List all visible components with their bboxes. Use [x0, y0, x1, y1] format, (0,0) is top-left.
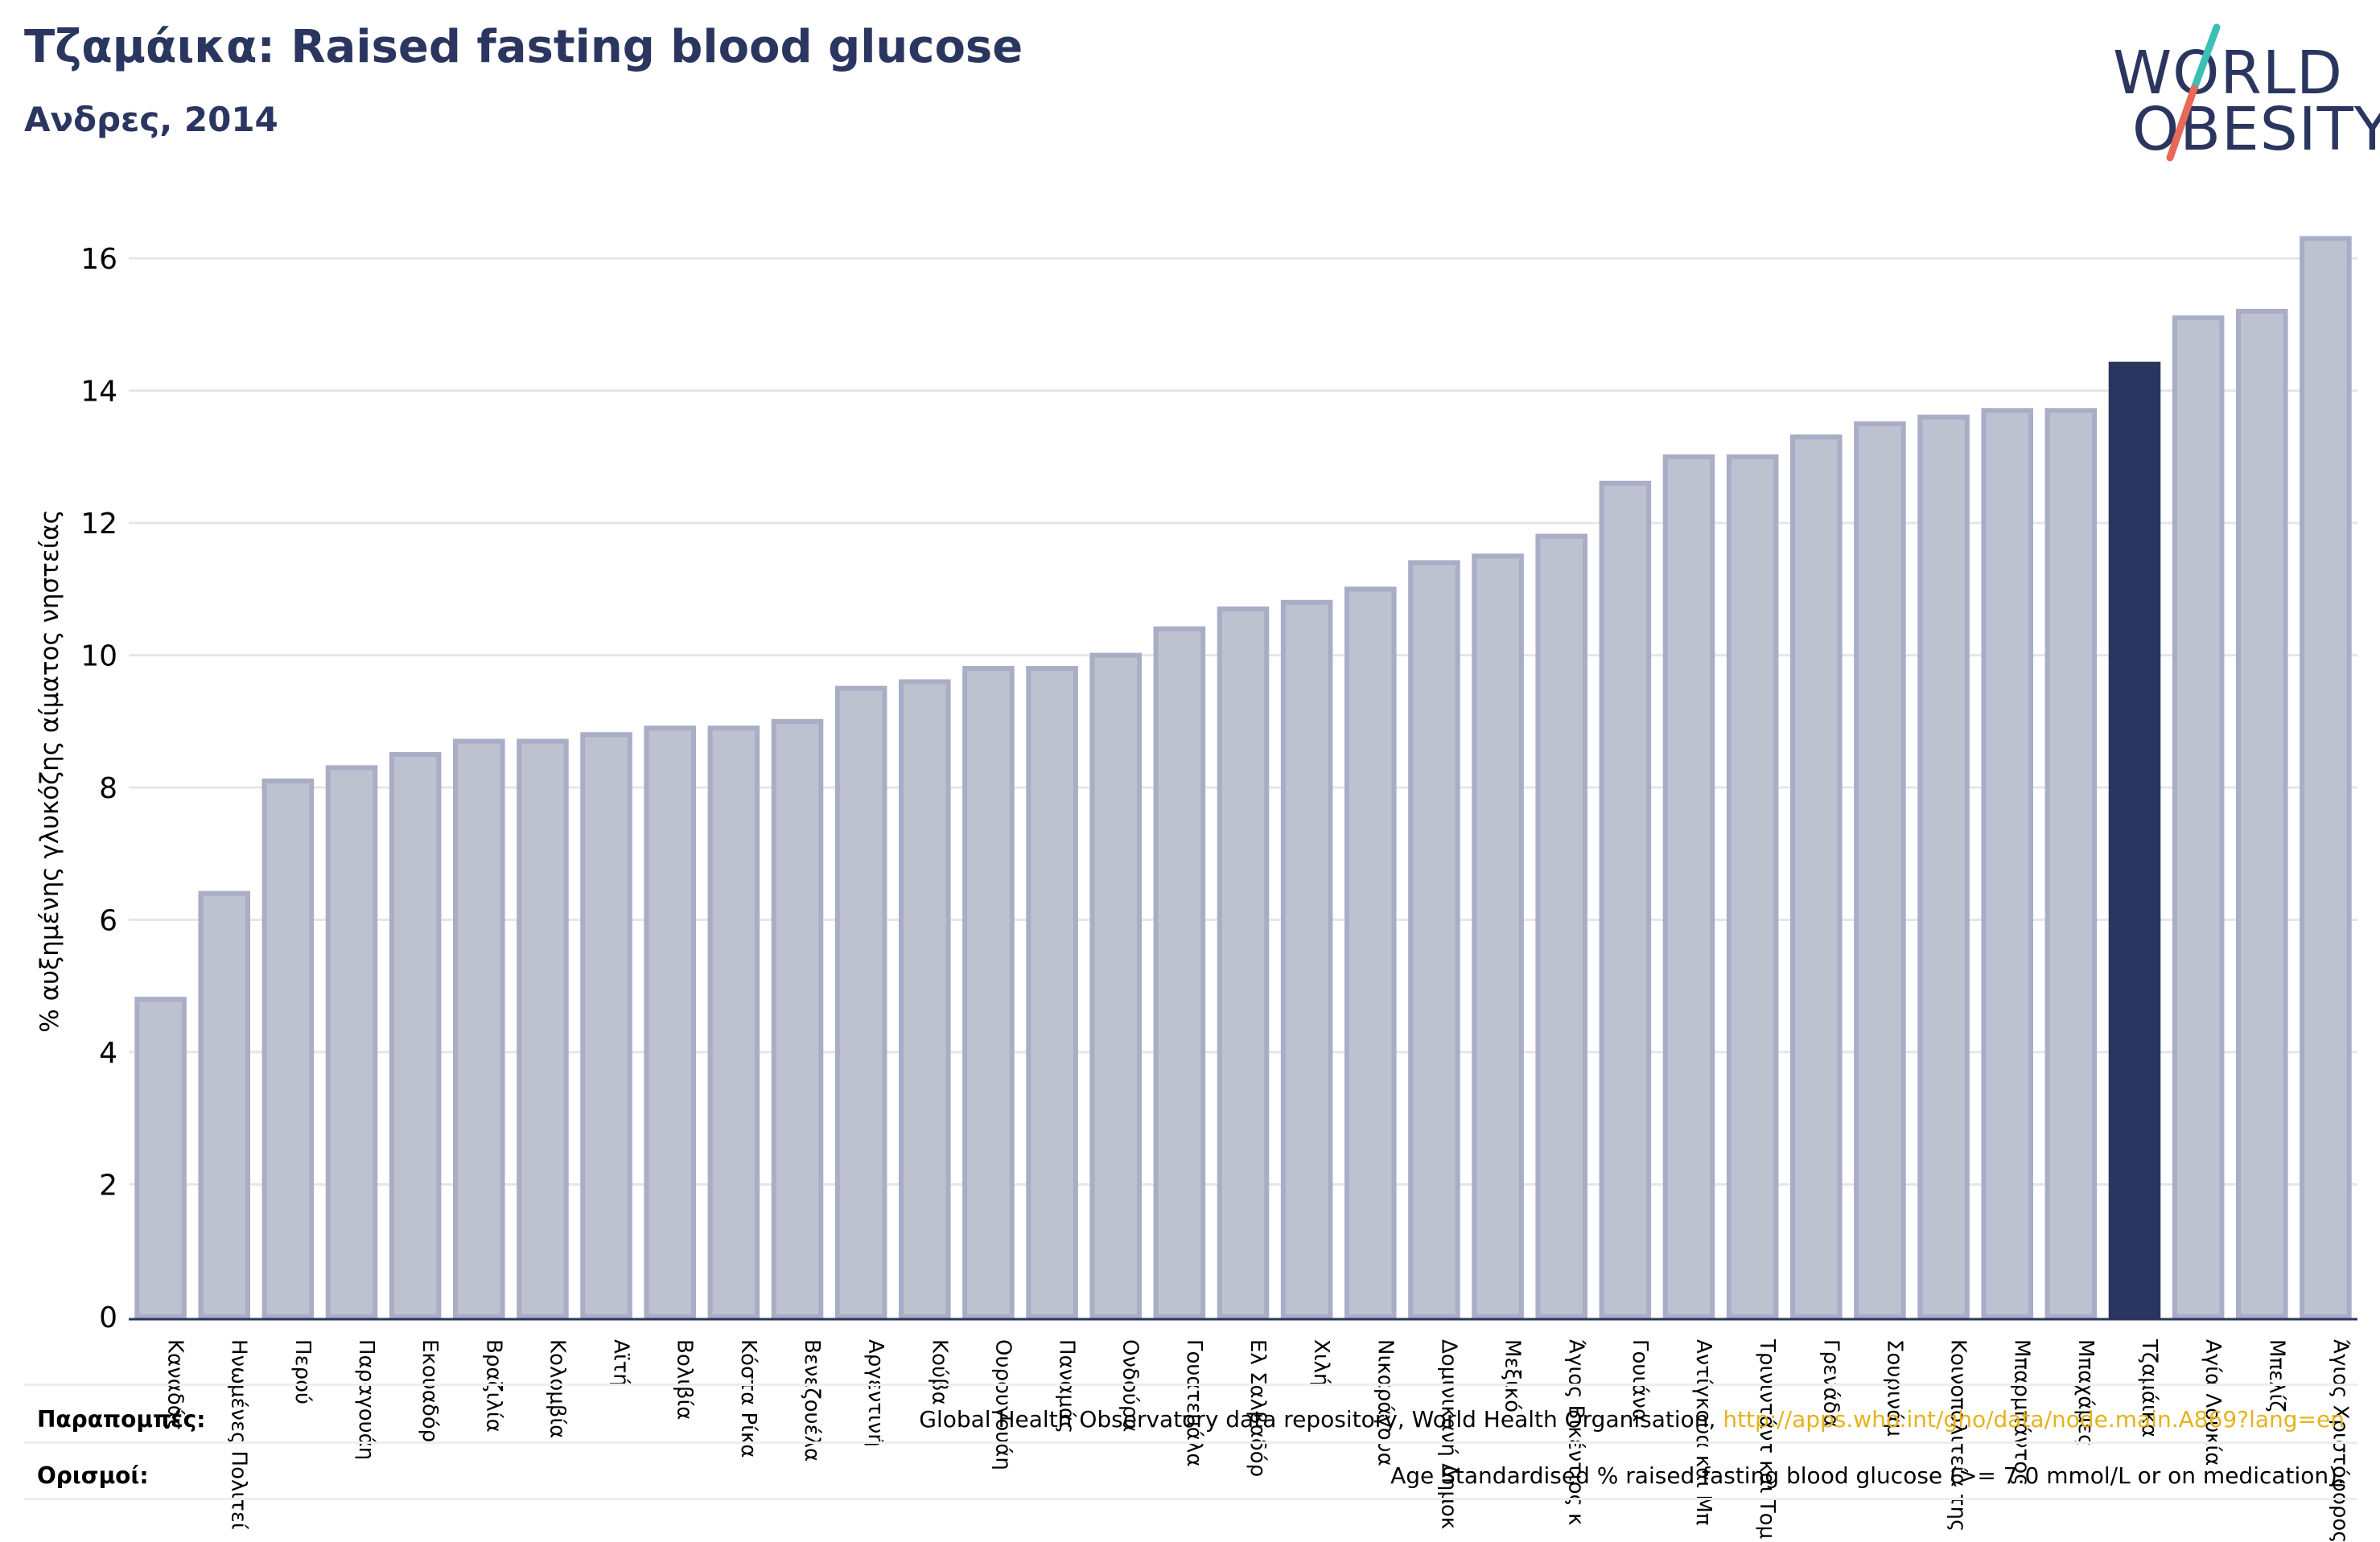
- x-tick-label: Ελ Σαλβαδόρ: [1246, 1339, 1270, 1477]
- bar: [1599, 480, 1652, 1319]
- x-tick-label: Κοινοπολιτεία της: [1946, 1339, 1970, 1532]
- y-tick-label: 10: [80, 640, 117, 673]
- sources-text: Global Health Observatory data repositor…: [919, 1406, 2345, 1433]
- y-tick-label: 16: [80, 243, 117, 276]
- x-tick-label: Νικαράγουα: [1373, 1339, 1397, 1466]
- definitions-label: Ορισμοί:: [37, 1462, 149, 1489]
- y-axis-label: % αυξημένης γλυκόζης αίματος νηστείας: [35, 509, 64, 1032]
- x-tick-label: Χιλή: [1309, 1339, 1333, 1386]
- footer-divider-middle: [24, 1441, 2357, 1444]
- bar: [517, 738, 569, 1319]
- bar: [453, 738, 505, 1319]
- x-tick-label: Γρενάδα: [1818, 1339, 1843, 1428]
- x-tick-label: Κόστα Ρίκα: [736, 1339, 760, 1458]
- chart-subtitle: Ανδρες, 2014: [24, 100, 278, 139]
- sources-description: Global Health Observatory data repositor…: [919, 1406, 1723, 1433]
- x-tick-label: Γουιάνα: [1628, 1339, 1652, 1422]
- bar: [1089, 652, 1142, 1319]
- bar: [1535, 533, 1587, 1319]
- definitions-text: Age Standardised % raised fasting blood …: [1390, 1462, 2345, 1489]
- bar: [2108, 361, 2161, 1319]
- bar: [2044, 408, 2098, 1319]
- logo-slash-icon: [2166, 23, 2221, 162]
- x-tick-label: Κούβα: [927, 1339, 951, 1405]
- sources-label: Παραπομπές:: [37, 1406, 206, 1433]
- bar: [1790, 434, 1843, 1319]
- bar: [2172, 315, 2225, 1319]
- bar: [962, 666, 1015, 1319]
- bar: [1854, 421, 1906, 1319]
- x-tick-label: Μπαρμπάντος: [2010, 1339, 2034, 1486]
- y-tick-label: 6: [99, 905, 117, 938]
- x-tick-label: Μπελίζ: [2264, 1339, 2288, 1412]
- x-tick-label: Κολομβία: [545, 1339, 569, 1438]
- bar: [771, 718, 824, 1319]
- y-tick-label: 14: [80, 376, 117, 409]
- x-tick-label: Σουρινάμ: [1882, 1339, 1906, 1437]
- x-tick-label: Ηνωμένες Πολιτεί: [227, 1339, 251, 1530]
- chart-title: Τζαμάικα: Raised fasting blood glucose: [24, 21, 1023, 73]
- bar: [1217, 607, 1270, 1319]
- bar: [198, 890, 250, 1319]
- x-tick-label: Μεξικό: [1501, 1339, 1525, 1412]
- bar: [134, 997, 187, 1319]
- x-tick-label: Αϊτή: [609, 1339, 633, 1387]
- bar: [1726, 454, 1779, 1319]
- bar: [389, 751, 442, 1319]
- x-tick-label: Παναμάς: [1055, 1339, 1079, 1433]
- x-tick-label: Αντίγκουα και Μπ: [1691, 1339, 1715, 1525]
- world-obesity-logo: WORLD OBESITY: [2092, 23, 2380, 167]
- x-tick-label: Μπαχάμες: [2073, 1339, 2098, 1446]
- bar: [1662, 454, 1715, 1319]
- x-tick-label: Άγιος Χριστόφορος: [2328, 1339, 2352, 1542]
- footer-divider-bottom: [24, 1498, 2357, 1500]
- y-tick-label: 12: [80, 508, 117, 541]
- bar: [261, 778, 315, 1319]
- x-tick-label: Παραγουάη: [354, 1339, 378, 1460]
- x-tick-label: Αγία Λουκία: [2201, 1339, 2225, 1466]
- bar: [707, 726, 760, 1319]
- y-tick-label: 0: [99, 1301, 117, 1334]
- bar: [1917, 414, 1970, 1319]
- x-tick-label: Άγιος Βικέντιος κ: [1564, 1339, 1588, 1525]
- y-tick-label: 8: [99, 772, 117, 805]
- x-tick-label: Δομινικανή Δημοκ: [1436, 1339, 1460, 1529]
- sources-link[interactable]: http://apps.who.int/gho/data/node.main.A…: [1723, 1406, 2345, 1433]
- bar: [899, 679, 951, 1319]
- bar: [325, 765, 378, 1319]
- bar: [2300, 236, 2352, 1319]
- bar: [1472, 553, 1524, 1319]
- footer-divider-top: [24, 1384, 2357, 1386]
- bar: [1408, 560, 1460, 1319]
- bar: [1344, 586, 1397, 1319]
- bar: [1280, 599, 1333, 1319]
- bar: [644, 726, 696, 1319]
- y-tick-label: 4: [99, 1037, 117, 1070]
- bar: [1153, 626, 1206, 1319]
- x-tick-label: Εκουαδόρ: [418, 1339, 442, 1442]
- x-tick-label: Αργεντινή: [863, 1339, 887, 1447]
- logo-word-top: WORLD: [2113, 39, 2344, 108]
- x-tick-label: Τζαμάικα: [2137, 1338, 2161, 1437]
- x-tick-label: Βολιβία: [673, 1339, 697, 1420]
- x-tick-label: Βενεζουέλα: [800, 1339, 824, 1462]
- x-tick-label: Ουρουγουάη: [990, 1339, 1015, 1470]
- bar: [1981, 408, 2033, 1319]
- x-tick-label: Τρινιντάντ και Τομ: [1755, 1338, 1779, 1539]
- y-tick-label: 2: [99, 1170, 117, 1203]
- bar: [580, 732, 632, 1319]
- bar: [1026, 666, 1078, 1319]
- bar: [834, 685, 887, 1319]
- x-tick-label: Περού: [290, 1339, 315, 1404]
- x-tick-label: Γουατεμάλα: [1182, 1339, 1206, 1467]
- bar: [2236, 308, 2288, 1319]
